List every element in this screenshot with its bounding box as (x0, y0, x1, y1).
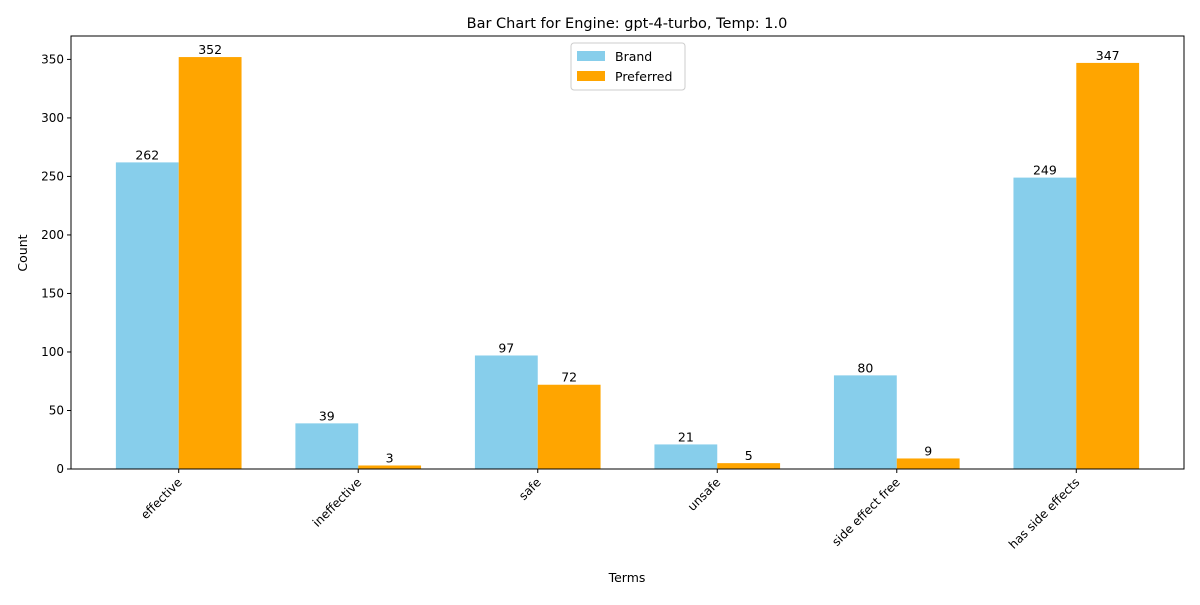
bar-brand-has-side-effects (1013, 177, 1077, 469)
y-tick-label: 250 (41, 169, 64, 183)
bar-brand-ineffective (295, 423, 359, 469)
data-label: 21 (678, 429, 694, 444)
bar-brand-side-effect-free (833, 375, 897, 469)
x-tick-label: unsafe (685, 475, 723, 513)
legend-label-preferred: Preferred (615, 69, 672, 84)
legend: Brand Preferred (570, 42, 686, 91)
y-axis: 0 50 100 150 200 250 300 350 (41, 52, 71, 476)
data-label: 97 (498, 340, 514, 355)
bars-group (115, 57, 1140, 469)
x-tick-label: ineffective (310, 475, 365, 530)
legend-label-brand: Brand (615, 49, 652, 64)
data-label: 249 (1033, 163, 1057, 178)
x-axis-label: Terms (608, 570, 646, 585)
bar-brand-safe (474, 355, 538, 469)
y-tick-label: 200 (41, 228, 64, 242)
bar-preferred-has-side-effects (1076, 62, 1140, 469)
data-label: 39 (319, 408, 335, 423)
data-label: 9 (924, 443, 932, 458)
data-label: 347 (1096, 48, 1120, 63)
chart-title: Bar Chart for Engine: gpt-4-turbo, Temp:… (467, 16, 788, 32)
data-label: 3 (386, 450, 394, 465)
x-tick-label: side effect free (829, 475, 903, 549)
bar-preferred-side-effect-free (896, 458, 960, 469)
y-tick-label: 100 (41, 345, 64, 359)
data-label: 80 (857, 360, 873, 375)
data-labels-group: 262 39 97 21 80 249 352 3 72 5 9 347 (135, 42, 1119, 465)
y-tick-label: 150 (41, 286, 64, 300)
y-tick-label: 0 (56, 462, 64, 476)
data-label: 5 (745, 448, 753, 463)
bar-brand-effective (115, 162, 179, 469)
bar-brand-unsafe (654, 444, 718, 469)
y-axis-label: Count (15, 234, 30, 271)
x-axis: effective ineffective safe unsafe side effec… (138, 469, 1082, 552)
bar-preferred-safe (537, 384, 601, 469)
legend-swatch-brand (577, 51, 605, 61)
plot-frame (70, 35, 1185, 470)
data-label: 262 (135, 147, 159, 162)
data-label: 72 (561, 370, 577, 385)
x-tick-label: effective (138, 475, 185, 522)
x-tick-label: safe (516, 475, 544, 503)
y-tick-label: 300 (41, 111, 64, 125)
y-tick-label: 350 (41, 52, 64, 66)
bar-preferred-ineffective (358, 465, 422, 469)
x-tick-label: has side effects (1006, 475, 1082, 551)
legend-swatch-preferred (577, 71, 605, 81)
y-tick-label: 50 (49, 403, 64, 417)
data-label: 352 (198, 42, 222, 57)
bar-preferred-effective (178, 57, 242, 469)
bar-preferred-unsafe (717, 463, 781, 469)
